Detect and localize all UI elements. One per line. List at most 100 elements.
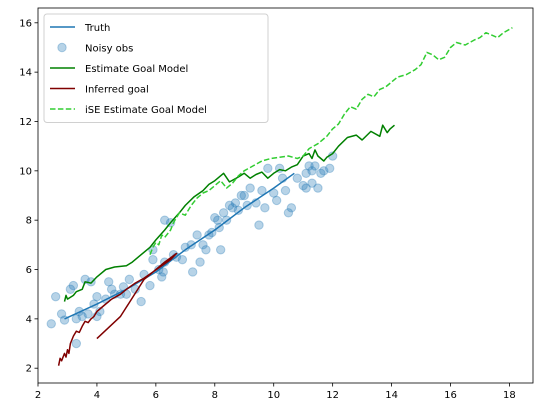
scatter-point <box>124 274 135 285</box>
scatter-point <box>213 215 223 225</box>
scatter-point <box>224 200 235 211</box>
scatter-point <box>65 284 76 294</box>
scatter-point <box>292 173 302 183</box>
y-tick-label: 14 <box>19 68 32 79</box>
scatter-point <box>277 173 288 183</box>
scatter-point <box>239 190 249 201</box>
y-tick-label: 16 <box>19 18 32 29</box>
scatter-point <box>245 183 255 193</box>
scatter-point <box>218 208 229 218</box>
scatter-point <box>46 319 56 329</box>
scatter-point <box>251 198 261 208</box>
x-tick-label: 4 <box>94 390 100 401</box>
scatter-point <box>68 280 79 291</box>
scatter-point <box>260 203 270 213</box>
scatter-point <box>186 240 196 250</box>
legend-box <box>43 13 269 123</box>
x-tick-label: 18 <box>503 390 516 401</box>
scatter-point <box>257 185 267 196</box>
scatter-point <box>227 203 238 213</box>
legend-label-inferred-goal: Inferred goal <box>85 85 149 96</box>
scatter-point <box>201 245 211 255</box>
y-tick-label: 4 <box>26 314 32 325</box>
legend-label-estimate-goal-model: Estimate Goal Model <box>85 64 188 75</box>
scatter-point <box>242 200 252 211</box>
scatter-point <box>215 245 226 255</box>
y-tick-label: 12 <box>19 117 32 128</box>
scatter-point <box>210 213 220 223</box>
scatter-point <box>301 183 311 193</box>
scatter-point <box>145 280 155 291</box>
scatter-point <box>159 215 170 225</box>
legend-label-noisy-obs: Noisy obs <box>85 44 133 55</box>
x-tick-label: 8 <box>212 390 218 401</box>
scatter-point <box>89 299 99 309</box>
scatter-point <box>95 306 105 317</box>
axes-frame <box>37 7 534 384</box>
scatter-point <box>236 190 247 201</box>
series-noisy-obs <box>46 151 338 349</box>
scatter-point <box>233 205 244 216</box>
x-tick-label: 16 <box>444 390 457 401</box>
scatter-point <box>301 168 311 178</box>
scatter-point <box>263 163 273 174</box>
y-tick-label: 6 <box>26 265 32 276</box>
scatter-point <box>324 163 335 174</box>
scatter-point <box>136 296 146 307</box>
scatter-point <box>316 168 326 178</box>
scatter-point <box>195 257 205 267</box>
x-tick-label: 6 <box>153 390 159 401</box>
scatter-point <box>192 230 202 240</box>
scatter-point <box>71 314 82 324</box>
x-tick-label: 12 <box>326 390 339 401</box>
scatter-point <box>104 277 114 287</box>
scatter-point <box>280 185 291 196</box>
scatter-point <box>180 242 191 253</box>
series-line-truth <box>64 172 295 320</box>
y-axis: 2 4 6 8 10 12 14 16 <box>19 18 38 375</box>
scatter-point <box>286 203 297 213</box>
scatter-point <box>50 291 61 302</box>
scatter-point <box>177 254 188 265</box>
series-line-ise-estimate-goal-model <box>149 27 513 255</box>
scatter-point <box>71 338 82 349</box>
y-tick-label: 10 <box>19 166 32 177</box>
legend-marker-noisy-obs <box>57 42 67 53</box>
y-tick-label: 2 <box>26 364 32 375</box>
legend-label-truth: Truth <box>84 23 110 34</box>
x-tick-label: 14 <box>385 390 398 401</box>
y-tick-label: 8 <box>26 216 32 227</box>
scatter-point <box>59 315 70 325</box>
scatter-point <box>74 306 84 317</box>
scatter-point <box>283 208 294 218</box>
scatter-point <box>319 166 329 176</box>
scatter-point <box>310 161 320 171</box>
scatter-point <box>157 272 167 282</box>
scatter-point <box>214 222 224 233</box>
series-line-inferred-goal <box>57 252 178 366</box>
scatter-point <box>187 267 198 277</box>
scatter-point <box>313 183 323 193</box>
legend: Truth Noisy obs Estimate Goal Model Inferre… <box>43 13 269 123</box>
scatter-point <box>204 230 214 240</box>
scatter-point <box>148 254 158 265</box>
scatter-point <box>254 220 264 230</box>
scatter-point <box>307 178 317 188</box>
scatter-point <box>158 267 168 277</box>
scatter-point <box>307 166 317 176</box>
scatter-point <box>230 198 241 208</box>
scatter-point <box>298 180 308 191</box>
scatter-point <box>198 240 208 250</box>
scatter-point <box>56 309 67 319</box>
x-tick-label: 2 <box>35 390 41 401</box>
scatter-point <box>83 309 93 319</box>
scatter-point <box>269 188 279 198</box>
scatter-point <box>221 215 232 225</box>
legend-label-ise-estimate-goal-model: iSE Estimate Goal Model <box>85 105 207 116</box>
scatter-point <box>154 264 164 275</box>
scatter-point <box>77 311 87 322</box>
scatter-point <box>304 161 314 171</box>
scatter-point <box>271 195 282 206</box>
x-tick-label: 10 <box>267 390 280 401</box>
